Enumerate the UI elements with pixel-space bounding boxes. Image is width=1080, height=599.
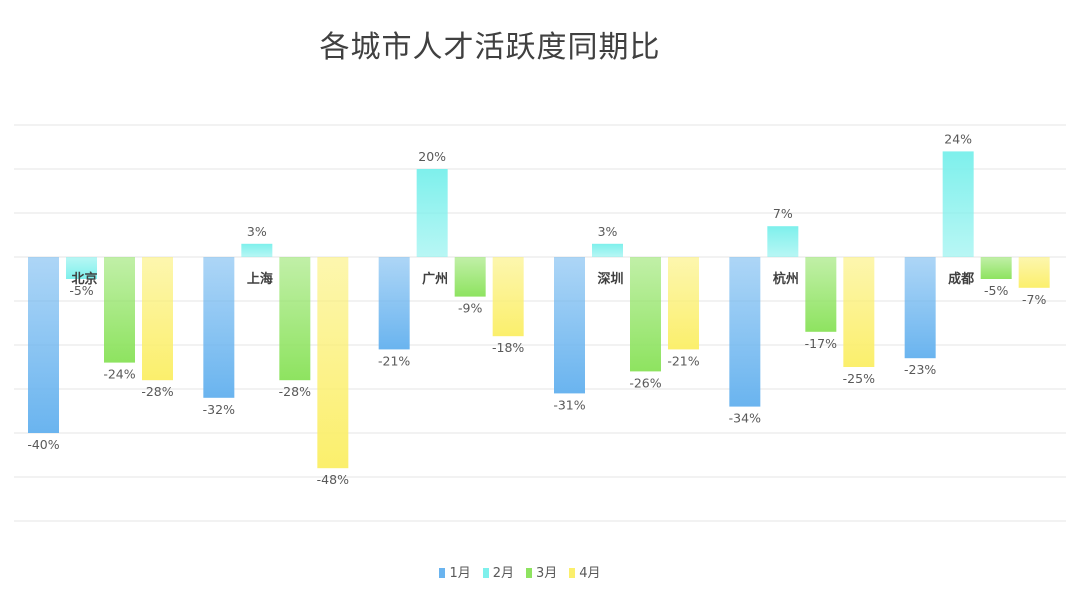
category-label: 杭州 (773, 271, 799, 287)
data-label: -31% (553, 397, 585, 412)
data-label: -5% (69, 283, 93, 298)
data-label: -23% (904, 362, 936, 377)
data-label: 3% (598, 224, 618, 239)
data-label: 20% (418, 149, 446, 164)
data-label: -28% (141, 384, 173, 399)
legend-label: 4月 (579, 566, 601, 581)
bar-2月-北京 (66, 257, 97, 279)
data-label: -24% (103, 367, 135, 382)
bar-3月-北京 (104, 257, 135, 363)
bar-2月-成都 (942, 151, 974, 257)
bar-4月-北京 (142, 257, 173, 381)
data-label: 7% (773, 206, 793, 221)
data-label: -21% (378, 353, 410, 368)
category-label: 上海 (247, 271, 273, 287)
data-label: -40% (27, 437, 59, 452)
data-label: -21% (667, 353, 699, 368)
data-label: -28% (279, 384, 311, 399)
bar-1月-成都 (904, 257, 936, 359)
bar-2月-深圳 (592, 243, 623, 257)
bar-1月-广州 (378, 257, 410, 350)
legend-label: 1月 (449, 566, 471, 581)
legend-item: 4月 (569, 562, 601, 581)
legend-swatch (482, 568, 489, 578)
bar-2月-杭州 (767, 226, 799, 257)
data-label: -9% (458, 301, 482, 316)
chart-title: 各城市人才活跃度同期比 (319, 30, 661, 65)
bar-1月-上海 (203, 257, 235, 398)
bar-3月-杭州 (805, 257, 837, 332)
data-label: 24% (944, 131, 972, 146)
category-label: 北京 (71, 271, 97, 287)
bar-chart: -40% -5% -24% -28% 北京 -32% 3% -28% -48% 上海 -21% 20%… (14, 124, 1066, 522)
bar-3月-成都 (980, 257, 1012, 279)
bar-4月-深圳 (668, 257, 699, 350)
bar-1月-北京 (28, 257, 59, 433)
data-label: -48% (317, 472, 349, 487)
legend-swatch (569, 568, 576, 578)
legend: 1月 2月 3月 4月 (0, 562, 1040, 581)
bar-3月-上海 (279, 257, 311, 381)
bar-4月-上海 (317, 257, 349, 469)
data-label: 3% (247, 224, 267, 239)
data-label: -18% (492, 340, 524, 355)
bar-3月-广州 (454, 257, 486, 297)
data-label: -7% (1022, 292, 1046, 307)
data-label: -34% (729, 411, 761, 426)
data-label: -26% (629, 375, 661, 390)
legend-item: 1月 (439, 562, 471, 581)
data-label: -17% (805, 336, 837, 351)
legend-swatch (526, 568, 532, 578)
legend-label: 2月 (492, 566, 514, 581)
bar-2月-上海 (241, 243, 273, 257)
legend-item: 3月 (526, 562, 557, 581)
data-label: -32% (203, 402, 235, 417)
data-label: -25% (843, 371, 875, 386)
bar-2月-广州 (416, 169, 448, 257)
bar-4月-成都 (1018, 257, 1050, 288)
data-label: -5% (984, 283, 1008, 298)
legend-item: 2月 (482, 562, 514, 581)
legend-label: 3月 (536, 566, 558, 581)
bar-3月-深圳 (630, 257, 661, 372)
bar-4月-广州 (492, 257, 524, 337)
category-label: 广州 (422, 271, 448, 287)
category-label: 深圳 (597, 271, 623, 287)
bar-1月-深圳 (554, 257, 585, 394)
legend-swatch (439, 568, 446, 578)
bar-1月-杭州 (729, 257, 761, 407)
category-label: 成都 (948, 271, 974, 287)
bar-4月-杭州 (843, 257, 875, 367)
